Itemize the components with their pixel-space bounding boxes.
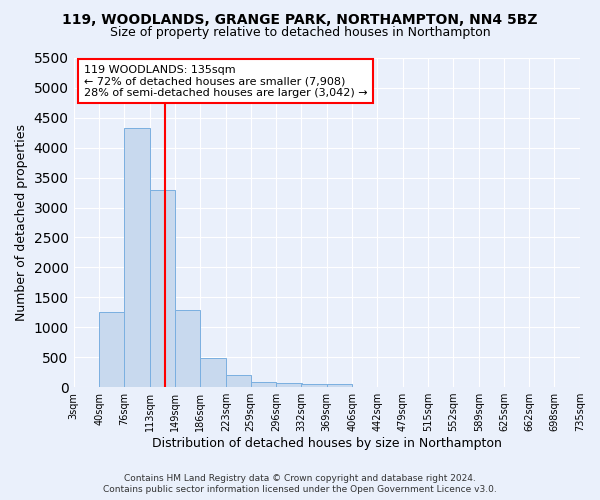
Bar — [251, 382, 276, 387]
Bar — [301, 384, 327, 387]
Text: Size of property relative to detached houses in Northampton: Size of property relative to detached ho… — [110, 26, 490, 39]
Bar — [200, 358, 226, 387]
Bar — [175, 310, 200, 387]
Bar — [124, 128, 149, 387]
Bar — [327, 384, 352, 387]
Bar — [99, 312, 125, 387]
Text: 119, WOODLANDS, GRANGE PARK, NORTHAMPTON, NN4 5BZ: 119, WOODLANDS, GRANGE PARK, NORTHAMPTON… — [62, 12, 538, 26]
Bar — [226, 374, 251, 387]
Bar — [149, 190, 175, 387]
Y-axis label: Number of detached properties: Number of detached properties — [15, 124, 28, 321]
X-axis label: Distribution of detached houses by size in Northampton: Distribution of detached houses by size … — [152, 437, 502, 450]
Text: 119 WOODLANDS: 135sqm
← 72% of detached houses are smaller (7,908)
28% of semi-d: 119 WOODLANDS: 135sqm ← 72% of detached … — [83, 64, 367, 98]
Text: Contains HM Land Registry data © Crown copyright and database right 2024.
Contai: Contains HM Land Registry data © Crown c… — [103, 474, 497, 494]
Bar — [276, 383, 302, 387]
